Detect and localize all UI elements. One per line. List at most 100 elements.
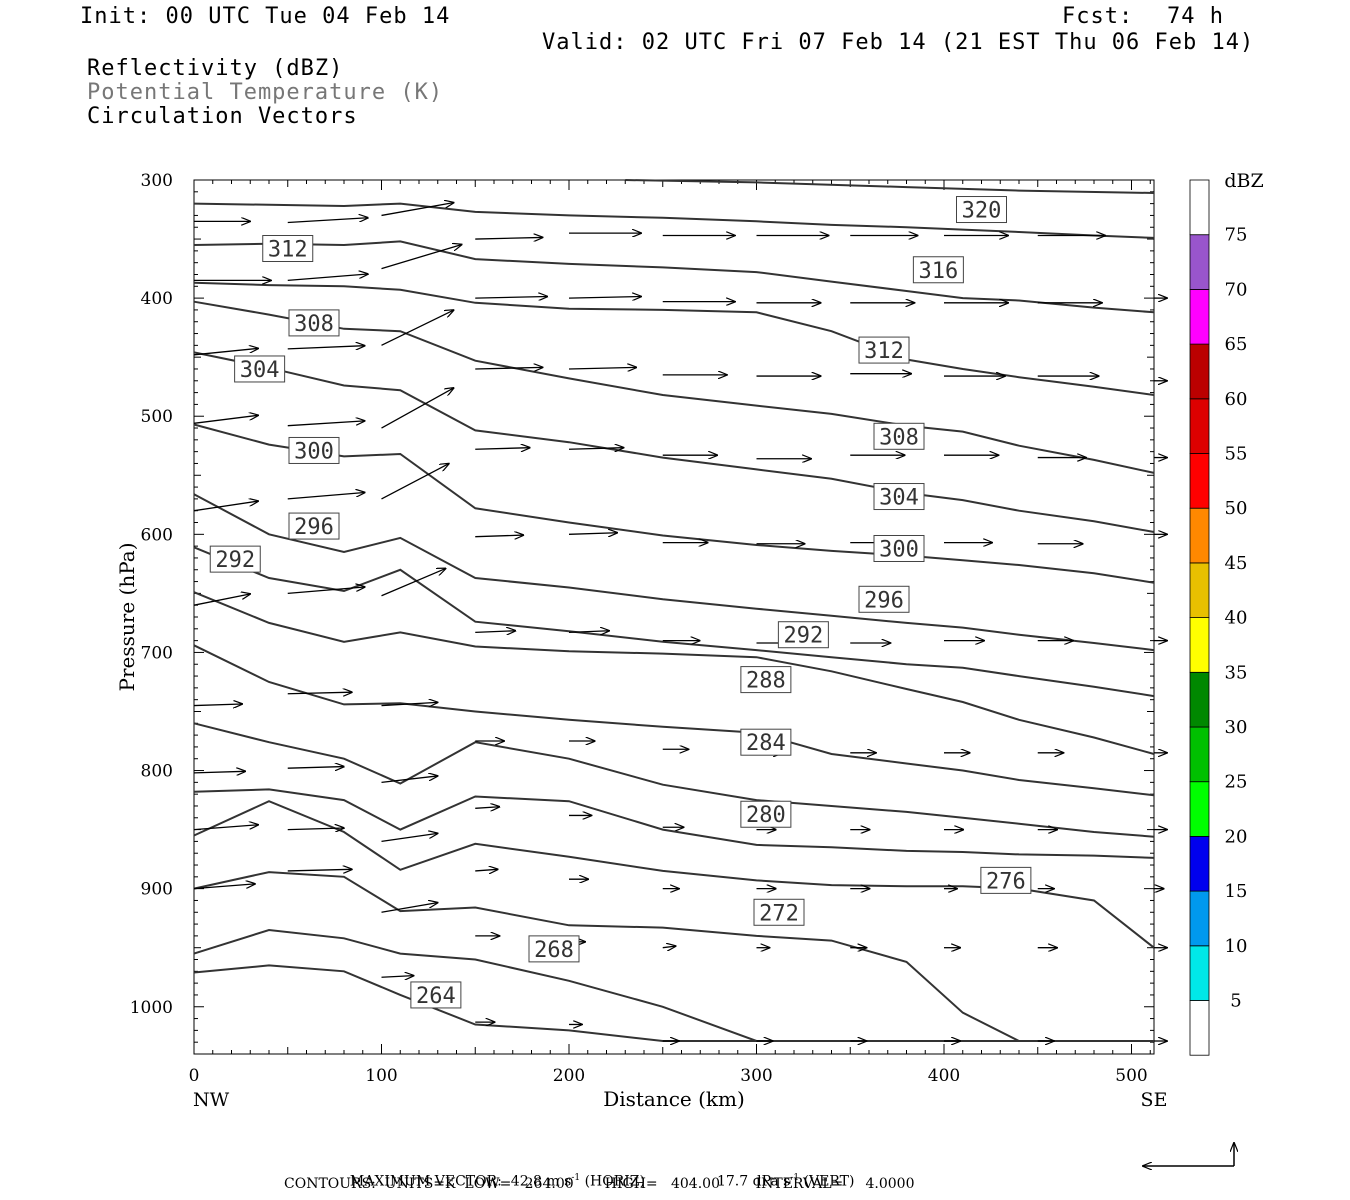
circulation-vector: [381, 388, 454, 429]
contours-info-line: CONTOURS: UNITS=K LOW= 264.00 HIGH= 404.…: [284, 1176, 915, 1192]
colorbar-label: 50: [1225, 498, 1248, 519]
circulation-vector: [287, 828, 344, 830]
circulation-vector: [381, 776, 438, 783]
colorbar-swatch: [1189, 562, 1210, 619]
circulation-vector: [381, 203, 454, 217]
contour-label: 276: [986, 869, 1026, 894]
circulation-vector: [381, 245, 462, 270]
contour-label-box: [873, 534, 925, 562]
x-left-endpoint-label: NW: [193, 1089, 230, 1111]
circulation-vector: [475, 237, 542, 239]
axis-labels: 0 100 200 300 400 500 300 400 500 600 700 800 900 100…: [115, 171, 1167, 1111]
colorbar-label: 15: [1225, 881, 1248, 902]
field-reflectivity: Reflectivity (dBZ): [87, 56, 344, 81]
contour-label-box: [740, 666, 792, 694]
contour-line: [193, 871, 1154, 1042]
colorbar-label: 20: [1225, 826, 1248, 847]
circulation-vector: [662, 946, 676, 948]
contour-label: 312: [268, 238, 308, 263]
colorbar-swatch: [1189, 507, 1210, 564]
x-right-endpoint-label: SE: [1141, 1089, 1168, 1111]
colorbar-label: 5: [1230, 991, 1241, 1012]
colorbar-label: 60: [1225, 389, 1248, 410]
circulation-vectors: [193, 203, 1167, 1041]
contour-label-box: [209, 545, 261, 573]
colorbar-swatch: [1189, 343, 1210, 400]
x-tick-label: 200: [553, 1066, 585, 1086]
circulation-vector: [287, 421, 365, 427]
y-tick-label: 1000: [130, 998, 173, 1018]
contour-label: 308: [294, 312, 334, 337]
contour-label: 296: [294, 515, 334, 540]
contour-line: [193, 202, 1155, 239]
colorbar-label: 25: [1225, 772, 1248, 793]
theta-contours: [193, 179, 1155, 1042]
contour-label: 304: [879, 486, 919, 511]
circulation-vector: [193, 348, 258, 356]
contour-label: 292: [215, 548, 255, 573]
reference-vector-icon: [1143, 1143, 1234, 1166]
contour-label-box: [873, 422, 925, 450]
contour-label: 288: [746, 669, 786, 694]
circulation-vector: [287, 587, 365, 595]
colorbar-swatch: [1189, 671, 1210, 728]
circulation-vector: [287, 346, 365, 349]
circulation-vector: [568, 367, 636, 369]
circulation-vector: [475, 807, 499, 809]
contour-label: 296: [864, 588, 904, 613]
contour-label-box: [740, 800, 792, 828]
colorbar-label: 75: [1225, 225, 1248, 246]
max-vector-horiz: MAXIMUM VECTOR: 42.8 m s: [349, 1173, 572, 1190]
y-axis-title: Pressure (hPa): [115, 543, 139, 692]
circulation-vector: [193, 415, 258, 424]
colorbar-label: 70: [1225, 279, 1248, 300]
colorbar-swatch: [1189, 453, 1210, 509]
contour-label: 304: [240, 358, 280, 383]
contour-label-box: [234, 355, 286, 383]
y-tick-label: 600: [141, 525, 173, 545]
colorbar-swatch: [1189, 234, 1210, 290]
y-tick-label: 500: [141, 407, 173, 427]
contour-label: 316: [919, 259, 959, 284]
contour-label: 284: [746, 731, 786, 756]
contour-line: [193, 240, 1155, 314]
contour-labels: 320 316 312 308 304 312 308 300 304 296 300 292 296 2…: [209, 196, 1032, 1009]
x-tick-label: 500: [1115, 1066, 1147, 1086]
init-time: Init: 00 UTC Tue 04 Feb 14: [80, 4, 451, 29]
field-potential-temperature: Potential Temperature (K): [87, 80, 444, 105]
colorbar-swatch: [1189, 726, 1210, 783]
circulation-vector: [193, 501, 258, 512]
circulation-vector: [475, 631, 515, 633]
circulation-vector: [193, 884, 255, 890]
vert-label: (VERT): [803, 1173, 855, 1190]
contour-label-box: [980, 866, 1032, 894]
colorbar-label: 30: [1225, 717, 1248, 738]
contour-label-box: [410, 981, 462, 1009]
contour-label: 300: [879, 537, 919, 562]
max-vector-vert: 17.7 dPa s: [716, 1173, 791, 1190]
x-axis-title: Distance (km): [603, 1087, 745, 1111]
x-tick-label: 300: [740, 1066, 772, 1086]
colorbar-label: 45: [1225, 553, 1248, 574]
contour-label: 308: [879, 425, 919, 450]
contour-label-box: [777, 621, 829, 649]
forecast-hour: 74 h: [1167, 4, 1224, 29]
contour-label-box: [858, 336, 910, 364]
circulation-vector: [287, 869, 352, 871]
colorbar-swatch: [1189, 781, 1210, 837]
circulation-vector: [287, 767, 344, 769]
contour-line: [625, 179, 1155, 194]
circulation-vector: [287, 218, 368, 224]
circulation-vector: [475, 448, 529, 450]
contour-line: [193, 300, 1155, 474]
contour-label-box: [288, 512, 340, 540]
contour-label-box: [858, 585, 910, 613]
circulation-vector: [287, 692, 352, 694]
contour-line: [193, 591, 1155, 755]
plot-frame: [193, 179, 1155, 1055]
contour-label: 280: [746, 803, 786, 828]
contour-label-box: [528, 935, 580, 963]
field-circulation-vectors: Circulation Vectors: [87, 104, 358, 129]
colorbar-swatch: [1189, 945, 1210, 1001]
